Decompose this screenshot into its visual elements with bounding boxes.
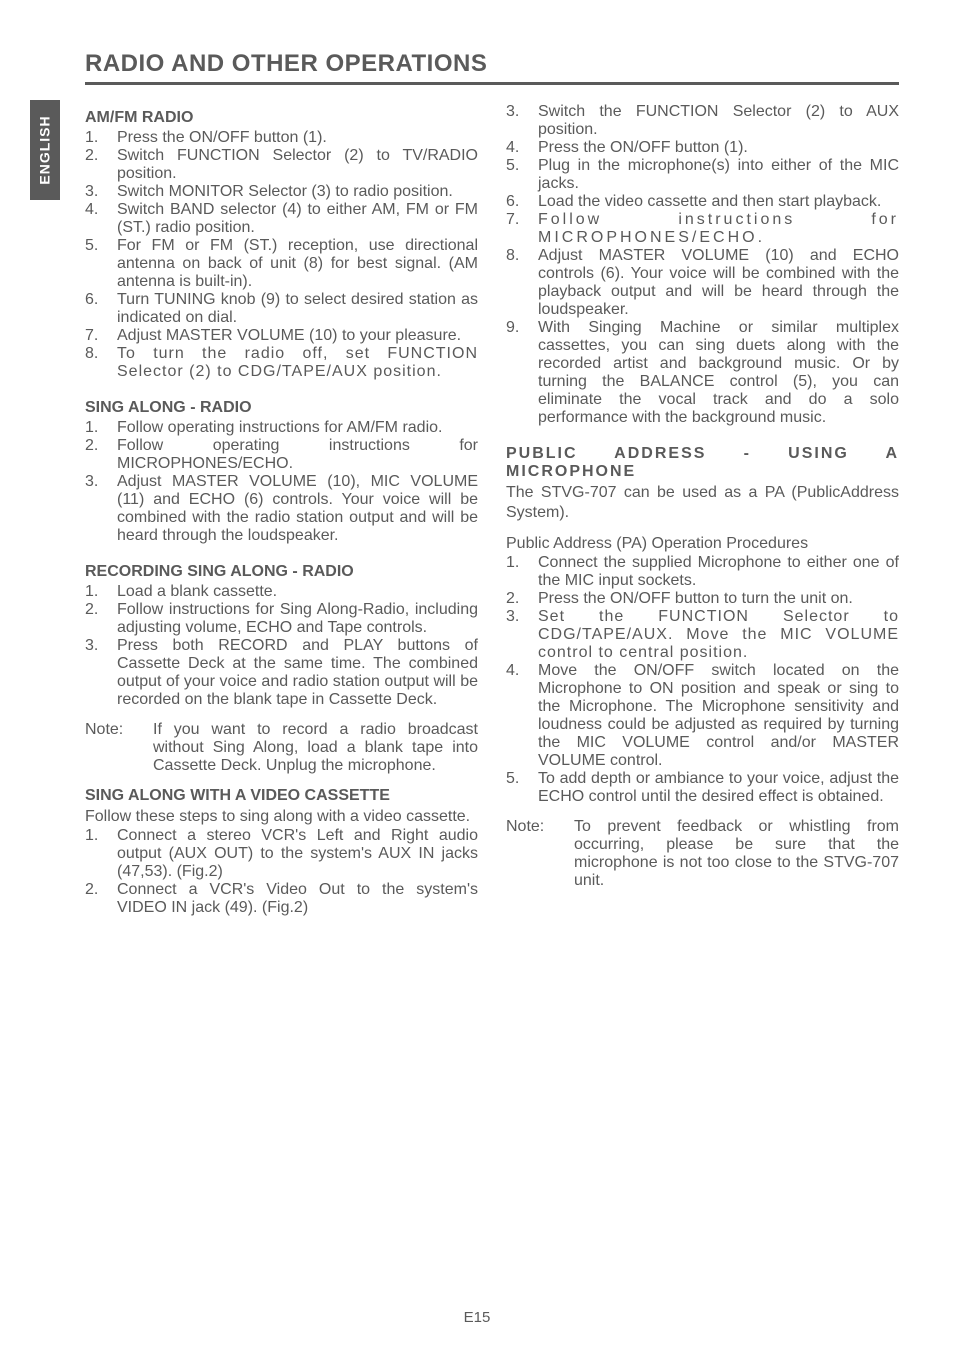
heading-pa: PUBLIC ADDRESS - USING A MICROPHONE [506,445,899,481]
list-item: 3.Set the FUNCTION Selector to CDG/TAPE/… [506,608,899,662]
language-tab-text: ENGLISH [37,115,53,184]
list-item: 3.Switch the FUNCTION Selector (2) to AU… [506,103,899,139]
list-item: 7.Follow instructions for MICROPHONES/EC… [506,211,899,247]
list-item: 2.Follow operating instructions for MICR… [85,437,478,473]
list-item: 4.Press the ON/OFF button (1). [506,139,899,157]
list-amfm: 1.Press the ON/OFF button (1). 2.Switch … [85,129,478,381]
list-item: 2.Connect a VCR's Video Out to the syste… [85,881,478,917]
list-item: 5.To add depth or ambiance to your voice… [506,770,899,806]
list-item: 5.For FM or FM (ST.) reception, use dire… [85,237,478,291]
left-column: AM/FM RADIO 1.Press the ON/OFF button (1… [85,103,478,917]
list-item: 1.Connect a stereo VCR's Left and Right … [85,827,478,881]
heading-sing-radio: SING ALONG - RADIO [85,399,478,417]
list-item: 6.Turn TUNING knob (9) to select desired… [85,291,478,327]
heading-amfm: AM/FM RADIO [85,109,478,127]
list-item: 2.Switch FUNCTION Selector (2) to TV/RAD… [85,147,478,183]
heading-video: SING ALONG WITH A VIDEO CASSETTE [85,787,478,805]
note-label: Note: [506,818,574,890]
list-sing-radio: 1.Follow operating instructions for AM/F… [85,419,478,545]
list-item: 1.Load a blank cassette. [85,583,478,601]
pa-intro1: The STVG-707 can be used as a PA (Public… [506,483,899,522]
page-title: RADIO AND OTHER OPERATIONS [85,50,899,85]
list-item: 4.Move the ON/OFF switch located on the … [506,662,899,770]
list-item: 6.Load the video cassette and then start… [506,193,899,211]
page-number: E15 [0,1309,954,1326]
pa-intro2: Public Address (PA) Operation Procedures [506,534,899,554]
heading-recording: RECORDING SING ALONG - RADIO [85,563,478,581]
list-item: 1.Connect the supplied Microphone to eit… [506,554,899,590]
list-video: 1.Connect a stereo VCR's Left and Right … [85,827,478,917]
intro-video: Follow these steps to sing along with a … [85,807,478,827]
list-item: 8.Adjust MASTER VOLUME (10) and ECHO con… [506,247,899,319]
list-item: 3.Press both RECORD and PLAY buttons of … [85,637,478,709]
list-item: 2.Press the ON/OFF button to turn the un… [506,590,899,608]
list-recording: 1.Load a blank cassette. 2.Follow instru… [85,583,478,709]
list-item: 4.Switch BAND selector (4) to either AM,… [85,201,478,237]
language-tab: ENGLISH [30,100,60,200]
right-column: 3.Switch the FUNCTION Selector (2) to AU… [506,103,899,917]
note-body: If you want to record a radio broadcast … [153,721,478,775]
list-item: 3.Adjust MASTER VOLUME (10), MIC VOLUME … [85,473,478,545]
note-body: To prevent feedback or whistling from oc… [574,818,899,890]
note-label: Note: [85,721,153,775]
note-pa: Note: To prevent feedback or whistling f… [506,818,899,890]
list-item: 1.Follow operating instructions for AM/F… [85,419,478,437]
list-item: 5.Plug in the microphone(s) into either … [506,157,899,193]
list-video-cont: 3.Switch the FUNCTION Selector (2) to AU… [506,103,899,427]
list-item: 9.With Singing Machine or similar multip… [506,319,899,427]
list-item: 7.Adjust MASTER VOLUME (10) to your plea… [85,327,478,345]
list-pa: 1.Connect the supplied Microphone to eit… [506,554,899,806]
note-recording: Note: If you want to record a radio broa… [85,721,478,775]
content-columns: AM/FM RADIO 1.Press the ON/OFF button (1… [85,103,899,917]
list-item: 3.Switch MONITOR Selector (3) to radio p… [85,183,478,201]
list-item: 1.Press the ON/OFF button (1). [85,129,478,147]
list-item: 2.Follow instructions for Sing Along-Rad… [85,601,478,637]
list-item: 8.To turn the radio off, set FUNCTION Se… [85,345,478,381]
